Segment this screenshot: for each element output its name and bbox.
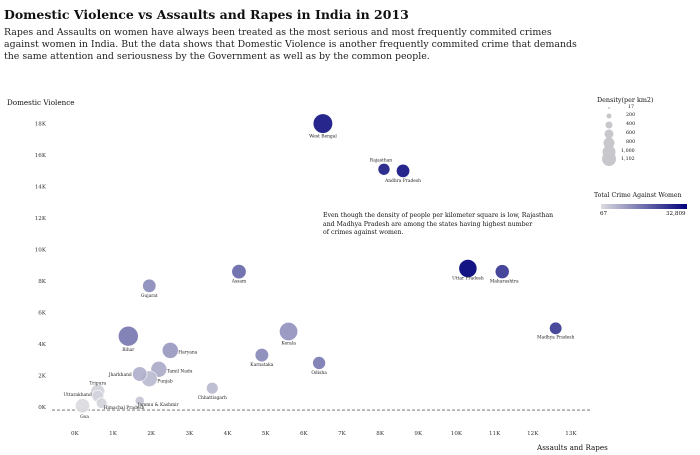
data-point [279,321,299,341]
y-tick-label: 12K [35,216,47,222]
point-label: Punjab [157,380,173,385]
color-legend-gradient [601,204,687,209]
x-tick-label: 11K [489,431,501,437]
point-label: Uttarakhand [63,393,91,398]
size-legend-circle [606,113,612,119]
point-label: West Bengal [309,135,337,140]
size-legend-circle [602,152,616,166]
point-label: Jharkhand [108,373,132,378]
size-legend-label: 200 [626,113,636,118]
subtitle-line: against women in India. But the data sho… [4,39,577,51]
y-axis-label: Domestic Violence [7,98,75,107]
x-tick-label: 13K [565,431,577,437]
y-tick-label: 0K [38,405,47,411]
point-label: Uttar Pradesh [452,276,484,281]
annotation-line: of crimes against women. [323,229,404,237]
y-tick-label: 4K [38,342,47,348]
point-label: Tripura [89,381,106,386]
data-point [118,325,139,347]
point-label: Bihar [122,348,135,353]
x-tick-label: 6K [300,431,309,437]
subtitle-line: Rapes and Assaults on women have always … [4,27,552,38]
x-tick-label: 1K [109,431,118,437]
color-legend-title: Total Crime Against Women [594,192,682,199]
point-label: Assam [231,280,247,285]
size-legend-circle [604,129,614,139]
x-tick-label: 3K [185,431,194,437]
y-tick-label: 6K [38,311,47,317]
y-tick-label: 16K [35,153,47,159]
x-tick-label: 0K [71,431,80,437]
size-legend-circle [603,137,615,149]
y-tick-label: 10K [35,248,47,254]
data-point [377,163,391,176]
y-tick-label: 8K [38,279,47,285]
x-tick-label: 9K [414,431,423,437]
data-point [95,397,108,409]
x-tick-label: 4K [224,431,233,437]
y-tick-label: 2K [38,374,47,380]
x-tick-label: 12K [527,431,539,437]
color-legend: Total Crime Against Women 67 32,809 [594,192,698,222]
x-axis-label: Assaults and Rapes [537,443,608,452]
point-label: Madhya Pradesh [537,335,575,340]
data-point [254,348,269,363]
data-point [134,395,145,406]
annotation-line: and Madhya Pradesh are among the states … [323,220,533,228]
size-legend-circle [605,121,613,129]
point-label: Tamil Nadu [167,369,193,374]
x-tick-label: 7K [338,431,347,437]
point-label: Gujarat [141,294,158,299]
point-label: Rajasthan [370,158,392,163]
data-point [549,321,563,335]
point-label: Andhra Pradesh [384,179,421,184]
size-legend-label: 1,102 [621,157,635,162]
subtitle-line: the same attention and seriousness by th… [4,51,430,63]
data-point [458,259,478,278]
point-label: Haryana [178,350,197,355]
size-legend: Density(per km2) 17 200 400 600 800 1,00… [590,96,690,176]
point-label: Odisha [311,371,327,376]
y-tick-label: 18K [35,122,47,128]
size-legend-circles [602,107,616,166]
data-point [75,398,91,414]
point-label: Himachal Pradesh [104,406,145,411]
color-legend-min: 67 [600,211,608,217]
x-tick-label: 8K [376,431,385,437]
point-label: Maharashtra [490,280,519,285]
point-label: Chhattisgarh [198,396,227,401]
color-legend-max: 32,809 [666,211,686,217]
size-legend-label: 800 [626,140,636,145]
data-point [494,264,510,279]
size-legend-title: Density(per km2) [597,96,654,104]
size-legend-label: 17 [628,105,635,110]
size-legend-label: 400 [626,122,636,127]
data-point [132,366,148,382]
chart-title: Domestic Violence vs Assaults and Rapes … [4,7,409,22]
x-tick-label: 10K [451,431,463,437]
data-point [231,264,247,280]
data-point [206,381,219,395]
annotation-line: Even though the density of people per ki… [323,212,554,219]
size-legend-label: 600 [626,131,636,136]
size-legend-label: 1,000 [621,149,635,154]
point-label: Karnataka [250,363,273,368]
x-tick-label: 5K [262,431,271,437]
chart-annotation: Even though the density of people per ki… [323,212,554,238]
point-label: Goa [80,415,89,420]
data-point [161,342,179,359]
x-tick-label: 2K [147,431,156,437]
point-label: Jammu & Kashmir [137,403,180,408]
point-label: Kerala [281,341,296,346]
y-tick-label: 14K [35,185,47,191]
chart-subtitle: Rapes and Assaults on women have always … [4,27,577,64]
data-point [312,356,326,370]
data-point [312,113,333,134]
size-legend-circle [608,107,610,109]
data-point [396,163,411,178]
data-point [142,278,157,293]
